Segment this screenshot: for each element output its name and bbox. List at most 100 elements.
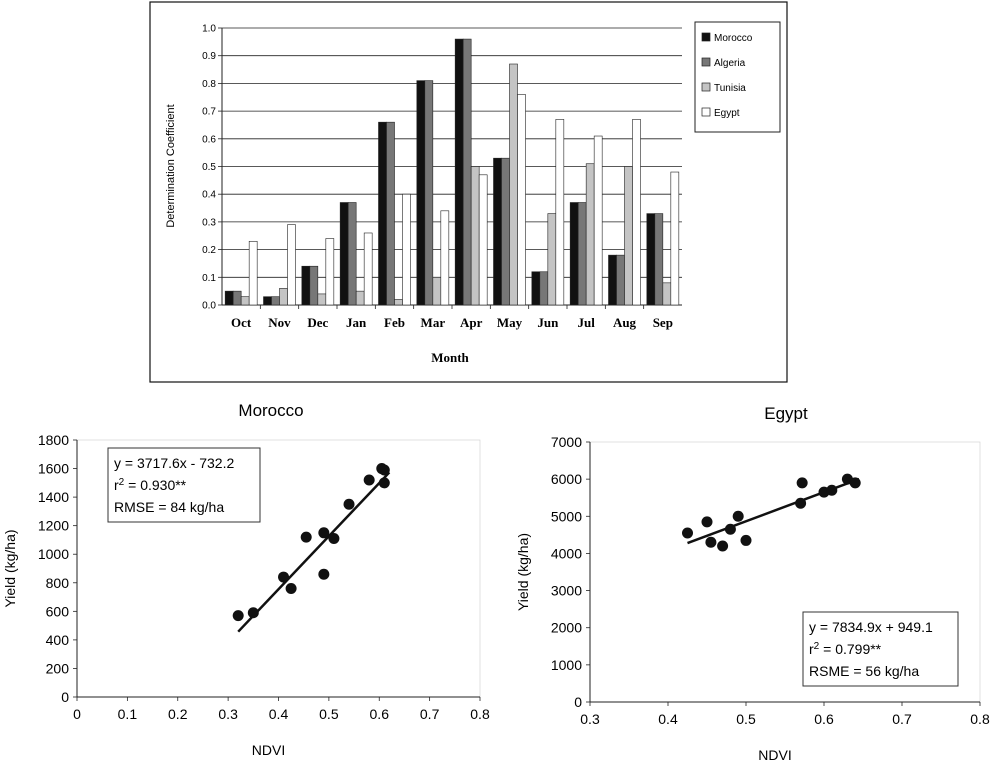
data-point xyxy=(318,568,330,580)
morocco-scatter-chart: Morocco 0 200 400 600 800 1000 1200 1400 1600 1800… xyxy=(2,401,490,758)
y-tick-label: 2000 xyxy=(551,620,582,636)
y-tick-label: 0.1 xyxy=(202,273,216,284)
x-tick-label: Dec xyxy=(307,315,328,330)
x-tick-label: Jul xyxy=(577,315,595,330)
x-tick-label: 0.6 xyxy=(814,711,834,727)
regression-line xyxy=(237,471,391,633)
bar-algeria-dec xyxy=(309,265,319,306)
y-tick-label: 0.3 xyxy=(202,217,216,228)
y-tick-label: 0.7 xyxy=(202,107,216,118)
data-point xyxy=(740,534,752,546)
y-tick-label: 0.9 xyxy=(202,51,216,62)
bar-morocco-oct xyxy=(224,290,234,306)
x-tick-label: 0.7 xyxy=(892,711,912,727)
bar-egypt-sep xyxy=(670,171,680,306)
data-point xyxy=(795,497,807,509)
bar-egypt-feb xyxy=(402,193,411,306)
data-point xyxy=(278,571,290,583)
error-stat: RMSE = 84 kg/ha xyxy=(114,499,224,515)
bar-egypt-nov xyxy=(287,224,296,306)
data-point xyxy=(724,523,736,535)
bar-algeria-oct xyxy=(232,290,242,306)
x-tick-label: 0.5 xyxy=(736,711,756,727)
legend-swatch-tunisia xyxy=(701,82,711,92)
y-axis-label: Yield (kg/ha) xyxy=(2,529,18,607)
data-point xyxy=(328,533,340,545)
bar-tunisia-apr xyxy=(470,166,480,306)
x-tick-label: 0.6 xyxy=(370,706,390,722)
x-tick-label: Nov xyxy=(268,315,291,330)
annotation-box xyxy=(107,447,261,523)
data-point xyxy=(732,510,744,522)
x-tick-label: Jun xyxy=(537,315,559,330)
x-tick-label: 0.2 xyxy=(168,706,188,722)
legend-swatch-algeria xyxy=(701,57,711,67)
y-tick-label: 1800 xyxy=(38,432,69,448)
bar-morocco-dec xyxy=(301,265,311,306)
y-tick-label: 600 xyxy=(46,603,70,619)
error-stat: RSME = 56 kg/ha xyxy=(809,663,919,679)
y-tick-label: 5000 xyxy=(551,508,582,524)
data-point xyxy=(682,527,693,539)
y-tick-label: 400 xyxy=(46,632,70,648)
data-point xyxy=(318,527,330,539)
data-point xyxy=(849,477,861,489)
x-tick-label: Mar xyxy=(421,315,446,330)
bar-egypt-aug xyxy=(632,119,641,306)
legend-swatch-egypt xyxy=(701,107,711,117)
bar-egypt-jan xyxy=(363,232,373,306)
bar-morocco-feb xyxy=(378,121,387,306)
bar-tunisia-mar xyxy=(432,276,442,306)
y-tick-label: 0.5 xyxy=(202,162,216,173)
bar-algeria-apr xyxy=(462,38,472,306)
data-point xyxy=(717,540,729,552)
y-tick-label: 1000 xyxy=(551,657,582,673)
x-tick-label: 0 xyxy=(73,706,81,722)
bar-algeria-aug xyxy=(616,254,625,306)
legend-label-tunisia: Tunisia xyxy=(714,83,746,94)
x-tick-label: Apr xyxy=(460,315,483,330)
bar-morocco-aug xyxy=(608,254,617,306)
data-point xyxy=(285,582,297,594)
r-squared: r2 = 0.799** xyxy=(809,641,882,658)
bar-egypt-jul xyxy=(593,135,603,306)
regression-annotation: y = 7834.9x + 949.1 r2 = 0.799** RSME = 56… xyxy=(802,611,959,687)
bar-morocco-mar xyxy=(416,80,426,306)
y-tick-label: 0.2 xyxy=(202,245,216,256)
x-tick-label: 0.3 xyxy=(218,706,238,722)
data-point xyxy=(796,477,808,489)
y-tick-label: 4000 xyxy=(551,545,582,561)
y-tick-label: 0 xyxy=(61,689,69,705)
legend: Morocco Algeria Tunisia Egypt xyxy=(694,21,781,133)
x-tick-label: 0.8 xyxy=(970,711,990,727)
data-point xyxy=(343,498,355,510)
bar-morocco-jan xyxy=(339,202,349,306)
legend-label-egypt: Egypt xyxy=(714,108,740,119)
bar-algeria-mar xyxy=(424,80,434,306)
bar-morocco-jul xyxy=(569,202,579,306)
r-squared: r2 = 0.930** xyxy=(114,477,187,494)
bar-egypt-jun xyxy=(555,119,565,306)
regression-annotation: y = 3717.6x - 732.2 r2 = 0.930** RMSE = 84… xyxy=(107,447,261,523)
legend-label-morocco: Morocco xyxy=(714,33,753,44)
x-tick-label: 0.3 xyxy=(580,711,600,727)
bar-algeria-nov xyxy=(271,296,280,306)
y-axis-label: Determination Coefficient xyxy=(165,104,177,227)
data-point xyxy=(701,516,713,528)
bar-egypt-oct xyxy=(248,240,258,306)
x-tick-label: Feb xyxy=(384,315,405,330)
bar-algeria-feb xyxy=(386,121,395,306)
bar-egypt-mar xyxy=(440,210,450,306)
y-tick-label: 0.6 xyxy=(202,134,216,145)
x-axis-label: NDVI xyxy=(252,742,285,758)
y-tick-label: 6000 xyxy=(551,471,582,487)
y-tick-label: 0 xyxy=(574,694,582,710)
data-point xyxy=(300,531,312,543)
y-tick-label: 200 xyxy=(46,660,70,676)
data-point xyxy=(232,610,244,622)
bar-morocco-jun xyxy=(531,271,541,306)
morocco-chart-title: Morocco xyxy=(238,401,303,420)
x-tick-label: 0.4 xyxy=(658,711,678,727)
bar-tunisia-jan xyxy=(355,290,365,306)
fit-equation: y = 3717.6x - 732.2 xyxy=(114,455,234,471)
